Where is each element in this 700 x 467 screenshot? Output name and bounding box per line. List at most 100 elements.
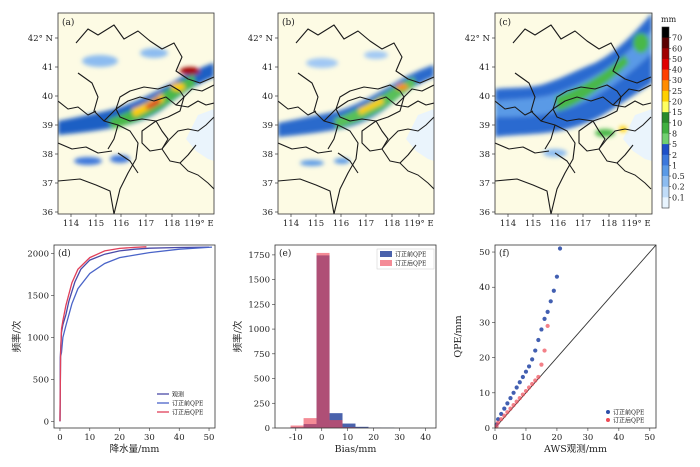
chart-f-x-tick-label: 50 (644, 433, 655, 443)
scatter-point-2 (523, 388, 529, 394)
map-lon-tick-label: 119° E (404, 219, 433, 229)
chart-d-y-tick-label: 2000 (27, 249, 49, 259)
scatter-point-2 (494, 424, 499, 429)
scatter-point-1 (536, 337, 541, 343)
chart-d-y-tick-label: 1500 (27, 291, 49, 301)
colorbar-swatch (662, 80, 669, 92)
map-lat-tick-label: 36 (479, 208, 490, 218)
colorbar-swatch (662, 176, 669, 188)
colorbar-swatch (662, 197, 669, 209)
chart-f-y-tick-label: 0 (485, 424, 490, 434)
legend-swatch (380, 251, 392, 257)
map-lat-tick-label: 36 (42, 208, 53, 218)
scatter-point-1 (526, 364, 532, 369)
histogram-bar-2 (316, 252, 330, 428)
series-line-3 (59, 246, 147, 422)
chart-e-y-axis-label: 频率/次 (232, 320, 244, 352)
map-lon-tick-label: 118 (164, 219, 180, 229)
scatter-point-1 (554, 274, 560, 279)
map-lat-tick-label: 38 (42, 150, 53, 160)
chart-d-x-tick-label: 50 (204, 433, 215, 443)
chart-f-frame (494, 244, 657, 429)
chart-d-x-axis-label: 降水量/mm (110, 443, 160, 455)
chart-e-y-tick-label: 1750 (248, 251, 270, 261)
chart-d-x-tick-label: 30 (144, 433, 155, 443)
legend-swatch (380, 260, 392, 266)
map-lat-tick-label: 37 (479, 179, 490, 189)
scatter-point-1 (548, 299, 553, 304)
colorbar-tick-label: 0.1 (672, 193, 685, 202)
chart-e-y-tick-label: 750 (254, 350, 270, 360)
colorbar-swatch (662, 165, 669, 177)
map-panel-a (57, 12, 215, 215)
legend-label: 订正前QPE (395, 251, 426, 259)
map-lat-tick-label: 40 (262, 92, 273, 102)
chart-e-x-tick-label: 30 (394, 433, 405, 443)
chart-d-frame (53, 244, 216, 429)
chart-e-y-tick-label: 500 (254, 375, 270, 385)
colorbar-swatch (662, 37, 669, 49)
plot-area (275, 245, 436, 428)
chart-e-y-tick-label: 1250 (248, 300, 270, 310)
chart-f-x-tick-label: 40 (613, 433, 624, 443)
scatter-point-2 (495, 420, 501, 425)
map-lon-tick-label: 114 (283, 219, 299, 229)
scatter-point-2 (511, 403, 516, 408)
colorbar-swatch (662, 90, 669, 102)
chart-e-y-tick-label: 250 (254, 399, 270, 409)
colorbar-swatch (662, 133, 669, 145)
map-lon-tick-label: 115 (308, 219, 324, 229)
map-lat-tick-label: 41 (479, 63, 490, 73)
chart-d-panel-label: (d) (58, 248, 71, 259)
chart-panel-e: -10 0 10 20 30 40 0 250 500 750 1000 1250 1500 1750 Bi… (232, 244, 437, 455)
histogram-bar-1 (342, 423, 356, 428)
scatter-point-2 (514, 399, 519, 404)
map-axis-ticks: 42° N 41 40 39 38 37 36 114 115 116 117 118 119° E 42… (28, 34, 651, 229)
colorbar-swatch (662, 112, 669, 124)
scatter-point-1 (505, 401, 510, 406)
scatter-point-1 (542, 316, 547, 322)
chart-d-x-tick-label: 40 (174, 433, 185, 443)
scatter-point-1 (495, 417, 501, 422)
scatter-point-1 (551, 288, 556, 293)
colorbar-tick-label: 0.5 (672, 172, 685, 181)
scatter-point-2 (505, 410, 510, 415)
scatter-point-1 (499, 411, 504, 417)
chart-d-x-tick-label: 10 (84, 433, 95, 443)
scatter-point-1 (557, 246, 563, 251)
map-lat-tick-label: 39 (42, 121, 53, 131)
map-lon-tick-label: 116 (333, 219, 349, 229)
legend-swatch (606, 418, 610, 422)
chart-e-x-tick-label: 10 (342, 433, 353, 443)
chart-f-x-tick-label: 10 (521, 433, 532, 443)
scatter-point-2 (545, 323, 550, 329)
map-lat-tick-label: 36 (262, 208, 273, 218)
map-lon-tick-label: 118 (384, 219, 400, 229)
legend-label: 订正前QPE (613, 409, 644, 417)
scatter-point-1 (502, 406, 507, 411)
map-lon-tick-label: 117 (358, 219, 374, 229)
map-lat-tick-label: 38 (479, 150, 490, 160)
map-lat-tick-label: 40 (479, 92, 490, 102)
chart-d-y-tick-label: 0 (44, 417, 49, 427)
scatter-point-2 (526, 385, 532, 390)
scatter-point-2 (517, 395, 522, 401)
panel-label-a: (a) (62, 17, 74, 28)
map-lat-tick-label: 40 (42, 92, 53, 102)
chart-e-x-tick-label: 20 (368, 433, 379, 443)
chart-f-x-tick-label: 0 (492, 433, 497, 443)
map-panel-c (494, 12, 653, 215)
colorbar-tick-label: 40 (672, 66, 682, 75)
scatter-point-1 (530, 357, 535, 362)
reference-line (494, 244, 657, 429)
chart-e-x-tick-label: 0 (319, 433, 324, 443)
colorbar-tick-label: 2 (672, 151, 677, 160)
plot-area (54, 245, 215, 428)
map-lat-tick-label: 39 (262, 121, 273, 131)
panel-label-c: (c) (499, 17, 511, 28)
colorbar-swatch (662, 186, 669, 198)
colorbar-swatch (662, 144, 669, 156)
map-lon-tick-label: 115 (525, 219, 541, 229)
scatter-point-1 (514, 385, 519, 390)
